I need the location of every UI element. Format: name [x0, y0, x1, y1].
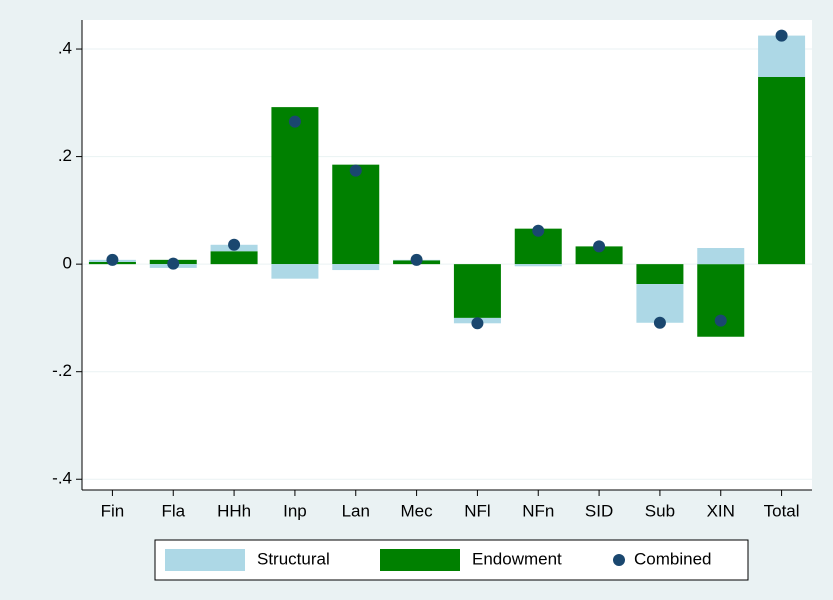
y-tick-label: -.2	[52, 361, 72, 380]
bar	[636, 264, 684, 285]
point	[288, 115, 301, 128]
bar	[332, 164, 380, 265]
legend-label: Endowment	[472, 549, 562, 568]
point	[653, 316, 666, 329]
bar	[636, 284, 684, 323]
bar	[758, 35, 806, 78]
bar	[210, 251, 258, 265]
bar	[697, 248, 745, 265]
point	[228, 238, 241, 251]
point	[532, 224, 545, 237]
point	[167, 257, 180, 270]
y-tick-label: .2	[58, 146, 72, 165]
x-tick-label: XIN	[707, 501, 735, 520]
legend-swatch	[613, 554, 625, 566]
x-tick-label: NFn	[522, 501, 554, 520]
bar	[758, 77, 806, 265]
bar	[271, 107, 319, 265]
point	[349, 164, 362, 177]
point	[410, 253, 423, 266]
plot-area	[82, 20, 812, 490]
x-tick-label: NFl	[464, 501, 490, 520]
legend-label: Combined	[634, 549, 712, 568]
x-tick-label: Total	[764, 501, 800, 520]
point	[106, 253, 119, 266]
x-tick-label: Fla	[161, 501, 185, 520]
y-tick-label: 0	[63, 254, 72, 273]
bar	[271, 264, 319, 279]
point	[714, 314, 727, 327]
bar	[453, 264, 501, 318]
point	[471, 317, 484, 330]
point	[593, 240, 606, 253]
x-tick-label: SID	[585, 501, 613, 520]
point	[775, 29, 788, 42]
legend-swatch	[165, 549, 245, 571]
y-tick-label: -.4	[52, 469, 72, 488]
legend-label: Structural	[257, 549, 330, 568]
x-tick-label: Sub	[645, 501, 675, 520]
bar	[514, 264, 562, 267]
bar	[575, 246, 623, 265]
bar	[332, 264, 380, 271]
x-tick-label: Fin	[101, 501, 125, 520]
y-tick-label: .4	[58, 39, 72, 58]
x-tick-label: Mec	[401, 501, 434, 520]
x-tick-label: Lan	[342, 501, 370, 520]
x-tick-label: HHh	[217, 501, 251, 520]
legend-swatch	[380, 549, 460, 571]
x-tick-label: Inp	[283, 501, 307, 520]
